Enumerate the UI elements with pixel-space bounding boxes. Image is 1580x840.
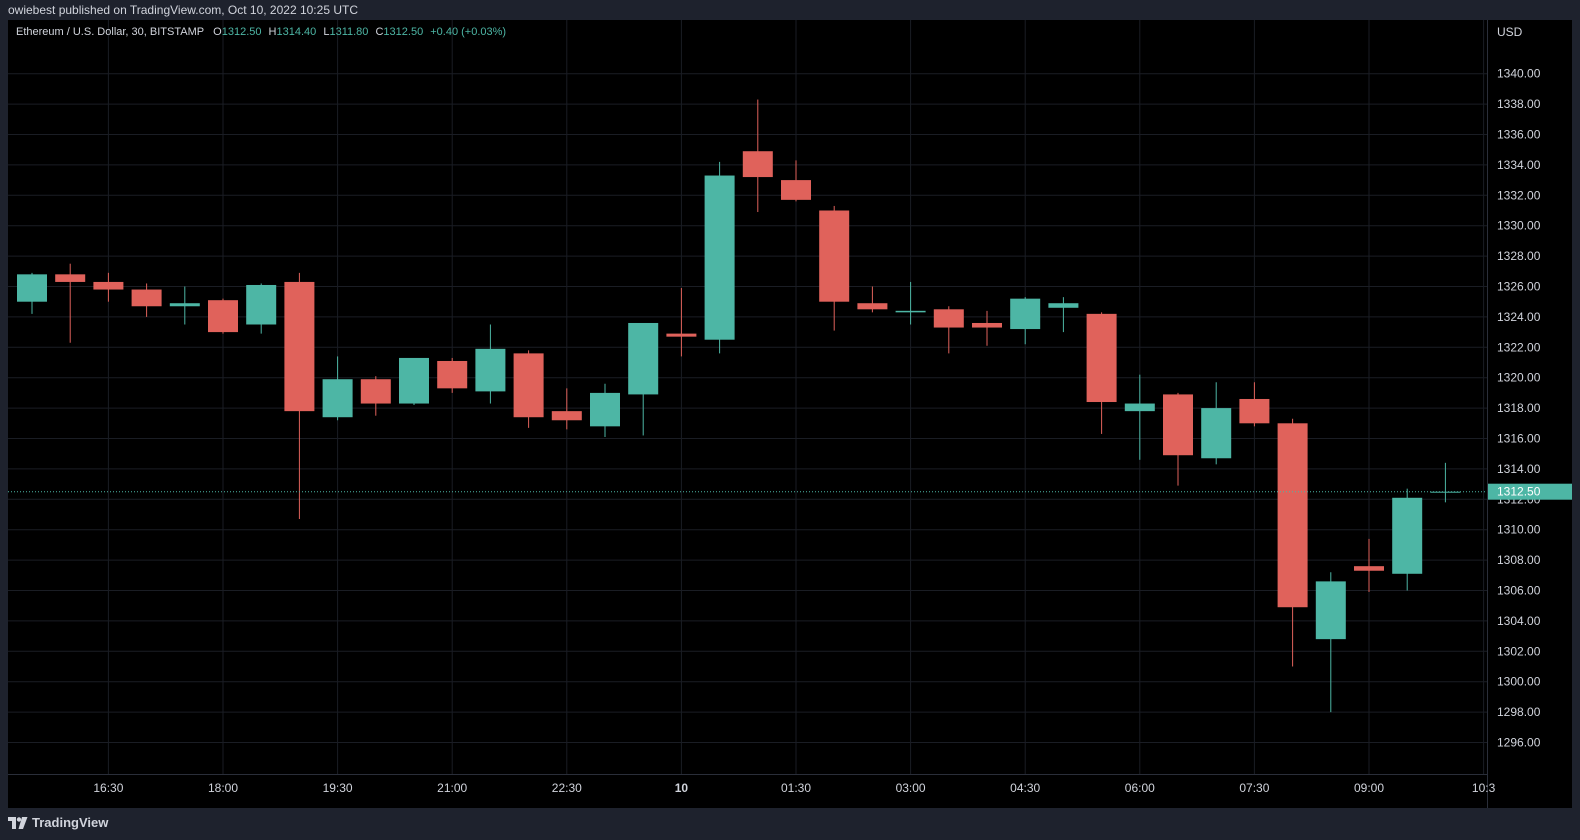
price-tick-label: 1334.00: [1497, 158, 1541, 172]
change-value: +0.40 (+0.03%): [430, 26, 507, 38]
low-value: 1311.80: [329, 26, 369, 38]
time-tick-label: 10: [675, 781, 689, 795]
open-label: O: [213, 26, 222, 38]
ohlc-legend: Ethereum / U.S. Dollar, 30, BITSTAMP O13…: [16, 26, 506, 38]
last-price-label: 1312.50: [1497, 485, 1541, 499]
last-price-tag: [1488, 483, 1572, 500]
candle-body[interactable]: [1277, 423, 1308, 608]
tradingview-brand: TradingView: [32, 815, 109, 830]
price-tick-label: 1336.00: [1497, 128, 1541, 142]
symbol-title[interactable]: Ethereum / U.S. Dollar, 30, BITSTAMP: [16, 26, 205, 38]
price-tick-label: 1328.00: [1497, 249, 1541, 263]
candle-body[interactable]: [322, 379, 353, 418]
price-tick-label: 1320.00: [1497, 371, 1541, 385]
price-tick-label: 1300.00: [1497, 675, 1541, 689]
candle-body[interactable]: [666, 333, 697, 337]
footer-bar: TradingView: [0, 808, 1580, 840]
time-tick-label: 09:00: [1354, 781, 1384, 795]
candle-body[interactable]: [1086, 313, 1117, 403]
published-text: owiebest published on TradingView.com, O…: [8, 3, 358, 17]
candle-body[interactable]: [628, 322, 659, 395]
candle-body[interactable]: [1392, 497, 1423, 574]
time-tick-label: 21:00: [437, 781, 467, 795]
candle-body[interactable]: [819, 210, 850, 302]
time-tick-label: 22:30: [552, 781, 582, 795]
time-tick-label: 18:00: [208, 781, 238, 795]
time-tick-label: 04:30: [1010, 781, 1040, 795]
candle-body[interactable]: [1201, 408, 1232, 459]
publish-header: owiebest published on TradingView.com, O…: [0, 0, 1580, 20]
candle-body[interactable]: [169, 303, 200, 307]
candle-body[interactable]: [1163, 394, 1193, 456]
close-label: C: [375, 26, 384, 38]
candle-body[interactable]: [857, 303, 888, 310]
close-value: 1312.50: [383, 26, 424, 38]
candle-body[interactable]: [1124, 403, 1155, 412]
price-tick-label: 1296.00: [1497, 736, 1541, 750]
candle-body[interactable]: [399, 357, 429, 404]
candle-body[interactable]: [590, 392, 620, 427]
price-tick-label: 1332.00: [1497, 188, 1541, 202]
candle-body[interactable]: [208, 300, 238, 333]
candle-body[interactable]: [1315, 581, 1346, 640]
time-tick-label: 06:00: [1125, 781, 1155, 795]
candle-body[interactable]: [131, 289, 162, 307]
time-tick-label: 01:30: [781, 781, 811, 795]
price-tick-label: 1314.00: [1497, 462, 1541, 476]
candle-body[interactable]: [55, 274, 86, 282]
time-tick-label: 19:30: [323, 781, 353, 795]
candle-body[interactable]: [93, 281, 124, 290]
candlestick-chart[interactable]: 1296.00 1298.00 1300.00 1302.00 1304.00 1306.…: [8, 20, 1572, 808]
price-tick-label: 1304.00: [1497, 614, 1541, 628]
price-tick-label: 1324.00: [1497, 310, 1541, 324]
price-tick-label: 1326.00: [1497, 280, 1541, 294]
price-tick-label: 1322.00: [1497, 340, 1541, 354]
candle-body[interactable]: [513, 353, 544, 418]
candle-body[interactable]: [284, 281, 315, 412]
candle-body[interactable]: [972, 322, 1002, 328]
high-label: H: [268, 26, 277, 38]
time-tick-label: 03:00: [896, 781, 926, 795]
candle-body[interactable]: [1010, 298, 1041, 330]
candle-body[interactable]: [17, 274, 47, 302]
candle-body[interactable]: [475, 348, 506, 392]
time-tick-label: 10:3: [1472, 781, 1496, 795]
candle-body[interactable]: [933, 309, 964, 328]
currency-label: USD: [1497, 25, 1523, 39]
high-value: 1314.40: [276, 26, 317, 38]
candle-body[interactable]: [360, 379, 391, 404]
candle-body[interactable]: [1048, 303, 1079, 308]
price-tick-label: 1338.00: [1497, 97, 1541, 111]
price-tick-label: 1306.00: [1497, 584, 1541, 598]
candle-body[interactable]: [704, 175, 735, 340]
price-tick-label: 1316.00: [1497, 432, 1541, 446]
chart-panel[interactable]: 1296.00 1298.00 1300.00 1302.00 1304.00 1306.…: [8, 20, 1572, 808]
candle-body[interactable]: [1354, 566, 1384, 571]
candle-body[interactable]: [742, 151, 773, 178]
tradingview-logo[interactable]: TradingView: [8, 815, 108, 830]
candle-body[interactable]: [437, 360, 468, 389]
price-tick-label: 1298.00: [1497, 705, 1541, 719]
price-tick-label: 1340.00: [1497, 67, 1541, 81]
candle-body[interactable]: [1239, 398, 1270, 424]
price-tick-label: 1310.00: [1497, 523, 1541, 537]
low-label: L: [323, 26, 330, 38]
price-tick-label: 1302.00: [1497, 644, 1541, 658]
price-tick-label: 1330.00: [1497, 219, 1541, 233]
candle-body[interactable]: [246, 284, 277, 325]
tradingview-logo-icon: [8, 816, 28, 829]
time-tick-label: 16:30: [93, 781, 123, 795]
candle-body[interactable]: [551, 411, 582, 421]
candle-body[interactable]: [895, 310, 926, 313]
price-tick-label: 1318.00: [1497, 401, 1541, 415]
open-value: 1312.50: [221, 26, 262, 38]
time-tick-label: 07:30: [1239, 781, 1269, 795]
price-tick-label: 1308.00: [1497, 553, 1541, 567]
candle-body[interactable]: [781, 180, 811, 200]
